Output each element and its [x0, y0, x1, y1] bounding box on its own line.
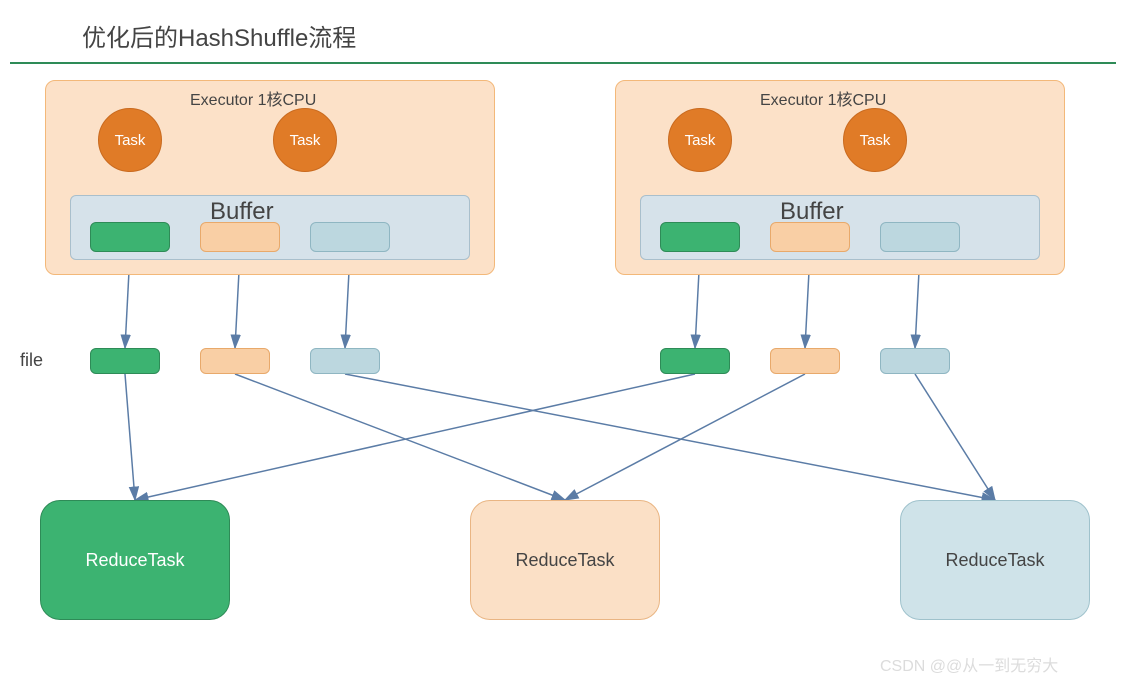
task-label: Task [685, 132, 716, 149]
buffer-chip [310, 222, 390, 252]
file-label: file [20, 350, 43, 371]
task-node: Task [98, 108, 162, 172]
reduce-task: ReduceTask [470, 500, 660, 620]
task-label: Task [860, 132, 891, 149]
reduce-task-label: ReduceTask [945, 550, 1044, 571]
task-label: Task [290, 132, 321, 149]
title-divider [10, 62, 1116, 64]
file-chip [90, 348, 160, 374]
task-label: Task [115, 132, 146, 149]
buffer-chip [200, 222, 280, 252]
buffer-chip [90, 222, 170, 252]
watermark: CSDN @@从一到无穷大 [880, 652, 1058, 676]
file-chip [660, 348, 730, 374]
reduce-task-label: ReduceTask [515, 550, 614, 571]
task-node: Task [668, 108, 732, 172]
file-chip [310, 348, 380, 374]
executor-label: Executor 1核CPU [190, 86, 316, 110]
page-title: 优化后的HashShuffle流程 [82, 18, 356, 53]
reduce-task: ReduceTask [40, 500, 230, 620]
task-node: Task [843, 108, 907, 172]
task-node: Task [273, 108, 337, 172]
file-chip [200, 348, 270, 374]
file-chip [770, 348, 840, 374]
file-chip [880, 348, 950, 374]
buffer-chip [880, 222, 960, 252]
buffer-chip [660, 222, 740, 252]
buffer-chip [770, 222, 850, 252]
reduce-task: ReduceTask [900, 500, 1090, 620]
reduce-task-label: ReduceTask [85, 550, 184, 571]
executor-label: Executor 1核CPU [760, 86, 886, 110]
